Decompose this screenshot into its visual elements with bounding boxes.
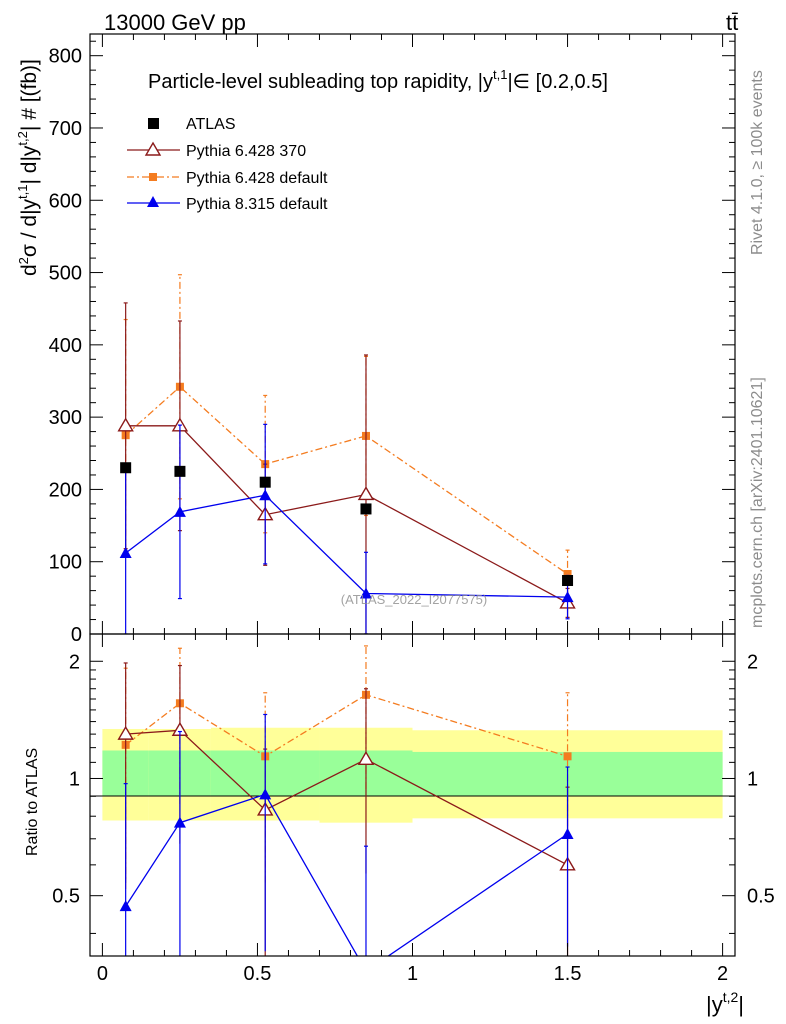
ratio-point-pythia8-default	[360, 965, 372, 976]
series-pythia8-default	[119, 423, 574, 634]
data-point-atlas	[562, 575, 574, 587]
legend-entry-pythia8-default: Pythia 8.315 default	[127, 196, 328, 213]
ratio-point-pythia8-default	[119, 900, 132, 912]
ylabel-part-c: σ / d|y	[18, 198, 41, 257]
legend-pythia6-default-label: Pythia 6.428 default	[186, 170, 328, 187]
data-point-pythia6-370	[357, 486, 375, 501]
data-point-pythia8-default	[359, 587, 372, 599]
x-axis-label: |yt,2|	[706, 989, 744, 1017]
x-tick-label: 2	[717, 963, 728, 985]
main-y-axis-label: d2σ / d|yt,1| d|yt,2| # [(fb)]	[15, 59, 41, 276]
main-series-layer	[117, 274, 576, 634]
ylabel-part-f: t,2	[15, 131, 30, 145]
main-series-group	[117, 274, 576, 634]
ratio-y-tick-label: 2	[69, 651, 80, 673]
main-y-tick-label: 300	[49, 407, 82, 429]
series-line-pythia8-default	[125, 494, 568, 598]
chart-title-text: Particle-level subleading top rapidity, …	[148, 71, 493, 93]
data-point-atlas	[174, 465, 186, 477]
ratio-point-pythia6-370	[357, 750, 375, 766]
ratio-y-tick-label: 1	[69, 768, 80, 790]
legend-atlas-label: ATLAS	[186, 116, 236, 133]
ratio-point-pythia8-default	[561, 828, 574, 840]
legend-pythia6-370-marker	[144, 141, 162, 156]
main-y-tick-label: 700	[49, 118, 82, 140]
ratio-panel: 0.5 0.5 1 1 2 2 0 0.5 1 1.5 2 Ratio to ATLAS |yt,2…	[24, 633, 775, 1017]
legend-pythia6-default-marker	[149, 173, 157, 181]
legend: ATLAS Pythia 6.428 370 Pythia 6.428 defa…	[127, 116, 328, 213]
rivet-version-label: Rivet 4.1.0, ≥ 100k events	[749, 70, 766, 255]
data-point-pythia8-default	[561, 591, 574, 603]
data-point-atlas	[259, 476, 271, 488]
ratio-series-pythia8-default	[119, 713, 574, 976]
xlabel-part-c: |	[738, 992, 744, 1017]
legend-entry-atlas: ATLAS	[148, 116, 236, 133]
analysis-watermark: (ATLAS_2022_I2077575)	[341, 592, 487, 607]
x-tick-label: 1	[407, 963, 418, 985]
ratio-y-tick-label: 0.5	[52, 886, 80, 908]
ratio-band-layer	[102, 727, 723, 823]
ratio-point-pythia6-370	[117, 725, 134, 740]
ratio-series-group	[117, 645, 576, 976]
ratio-y-tick-label-right: 1	[747, 768, 758, 790]
legend-pythia8-default-label: Pythia 8.315 default	[186, 196, 328, 213]
ratio-point-pythia6-default	[563, 752, 572, 761]
ratio-axes: 0.5 0.5 1 1 2 2 0 0.5 1 1.5 2	[52, 634, 775, 985]
main-y-tick-label: 400	[49, 335, 82, 357]
ylabel-part-b: 2	[16, 257, 31, 264]
ratio-point-pythia8-default	[173, 816, 186, 828]
process-label: tt̄	[726, 10, 738, 35]
main-y-tick-label: 200	[49, 479, 82, 501]
chart-title: Particle-level subleading top rapidity, …	[148, 67, 608, 93]
ratio-series-layer	[117, 645, 576, 976]
data-point-pythia8-default	[173, 505, 186, 517]
energy-label: 13000 GeV pp	[104, 10, 246, 35]
chart-title-sup: t,1	[493, 67, 507, 82]
ratio-y-axis-label: Ratio to ATLAS	[24, 748, 41, 856]
legend-atlas-marker	[148, 118, 159, 129]
main-y-tick-label: 0	[71, 624, 82, 646]
ylabel-part-e: | d|y	[18, 145, 41, 184]
series-atlas	[120, 462, 574, 587]
main-y-tick-label: 600	[49, 190, 82, 212]
data-point-pythia6-370	[117, 417, 134, 432]
x-tick-label: 0	[97, 963, 108, 985]
x-tick-label: 1.5	[554, 963, 582, 985]
data-point-pythia6-default	[563, 570, 572, 578]
legend-entry-pythia6-370: Pythia 6.428 370	[127, 141, 306, 160]
main-y-tick-label: 800	[49, 46, 82, 68]
mcplots-label: mcplots.cern.ch [arXiv:2401.10621]	[749, 377, 766, 628]
ylabel-part-a: d	[18, 264, 41, 276]
series-pythia6-370	[117, 302, 576, 634]
ratio-y-tick-label-right: 2	[747, 651, 758, 673]
chart-title-tail: |∈ [0.2,0.5]	[507, 71, 607, 93]
legend-pythia6-370-label: Pythia 6.428 370	[186, 143, 306, 160]
data-point-atlas	[120, 462, 132, 474]
main-axes: 0 100 200 300 400 500 600 700 800	[49, 34, 735, 646]
series-line-pythia6-default	[125, 385, 568, 575]
series-line-pythia6-370	[125, 425, 568, 604]
ylabel-part-g: | # [(fb)]	[18, 59, 41, 131]
main-panel: 0 100 200 300 400 500 600 700 800 Particle-level…	[15, 33, 736, 646]
legend-entry-pythia6-default: Pythia 6.428 default	[127, 170, 328, 187]
x-tick-label: 0.5	[244, 963, 272, 985]
xlabel-part-a: |y	[706, 992, 723, 1017]
main-y-tick-label: 500	[49, 263, 82, 285]
data-point-pythia8-default	[119, 547, 132, 559]
xlabel-part-b: t,2	[723, 989, 739, 1005]
ratio-y-tick-label-right: 0.5	[747, 886, 775, 908]
ylabel-part-d: t,1	[15, 185, 30, 199]
legend-pythia8-default-marker	[147, 196, 159, 207]
data-point-atlas	[360, 503, 372, 515]
main-y-tick-label: 100	[49, 552, 82, 574]
data-point-pythia8-default	[259, 489, 272, 501]
ratio-point-pythia8-default	[259, 788, 272, 800]
